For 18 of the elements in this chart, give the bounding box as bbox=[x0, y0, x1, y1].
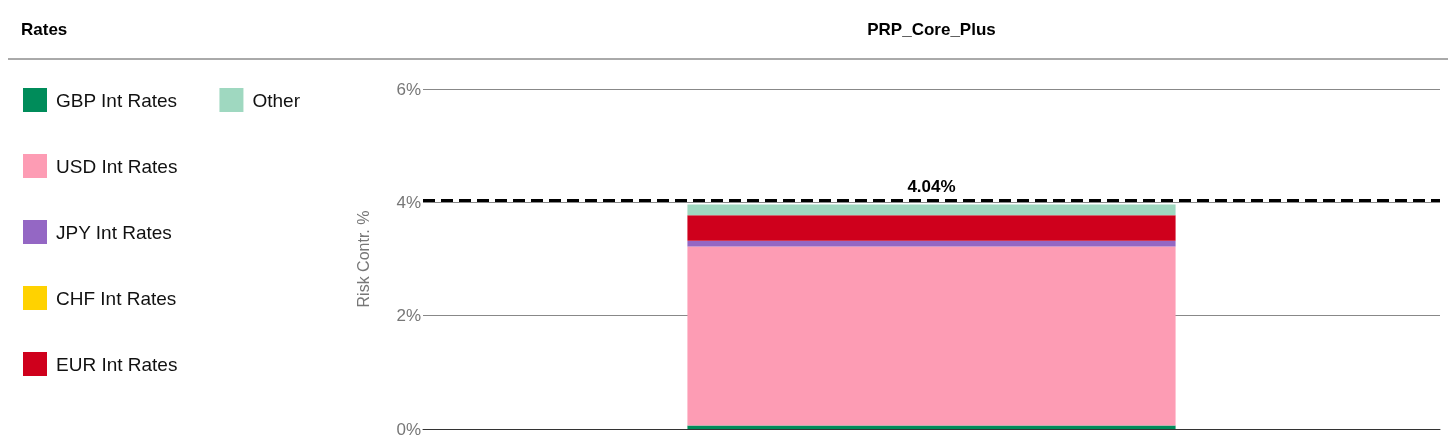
y-tick-label: 2% bbox=[396, 306, 421, 326]
y-tick-label: 0% bbox=[396, 419, 421, 438]
y-tick-label: 4% bbox=[396, 192, 421, 212]
legend-label: USD Int Rates bbox=[56, 155, 178, 177]
bar bbox=[687, 240, 1176, 247]
y-axis-title: Risk Contr. % bbox=[354, 210, 372, 308]
ref-line-label: 4.04% bbox=[907, 177, 956, 197]
bar bbox=[687, 215, 1176, 241]
chart-title: PRP_Core_Plus bbox=[867, 20, 996, 39]
legend-label: GBP Int Rates bbox=[56, 89, 178, 111]
legend-label: CHF Int Rates bbox=[56, 287, 177, 309]
legend-label: JPY Int Rates bbox=[56, 221, 172, 243]
legend-label: Other bbox=[252, 89, 301, 111]
bar bbox=[687, 246, 1176, 426]
legend-label: EUR Int Rates bbox=[56, 353, 178, 375]
y-tick-label: 6% bbox=[396, 79, 421, 99]
legend-title: Rates bbox=[21, 20, 68, 39]
bar bbox=[687, 204, 1176, 216]
